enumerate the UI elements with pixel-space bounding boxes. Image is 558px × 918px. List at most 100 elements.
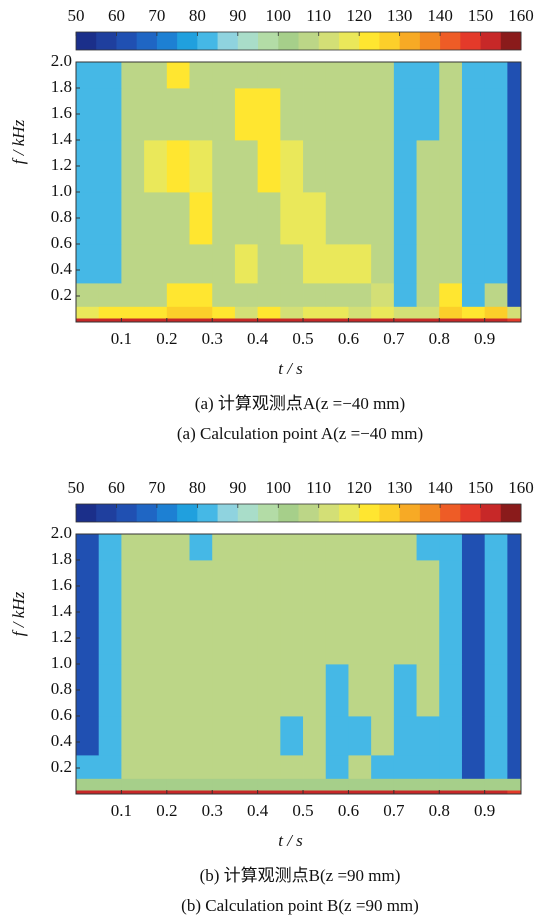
heatmap-cell [484, 244, 508, 284]
heatmap-cell [144, 778, 168, 791]
heatmap-cell [507, 755, 522, 779]
colorbar-segment [76, 504, 97, 522]
heatmap-cell [348, 560, 372, 613]
heatmap-cell [416, 534, 440, 561]
heatmap-cell [416, 306, 440, 319]
heatmap-cell [439, 755, 463, 779]
colorbar-segment [440, 32, 461, 50]
y-tick-label: 1.6 [51, 103, 72, 122]
heatmap-cell [121, 790, 145, 795]
heatmap-cell [234, 192, 259, 245]
heatmap-cell [393, 664, 417, 717]
x-tick-label: 0.1 [111, 329, 132, 348]
heatmap-cell [416, 790, 440, 795]
x-tick-label: 0.7 [383, 801, 405, 820]
heatmap-cell [121, 283, 145, 307]
colorbar-tick-label: 60 [108, 478, 125, 497]
heatmap-cell [303, 664, 327, 717]
heatmap-cell [348, 534, 372, 561]
heatmap-cell [461, 306, 486, 319]
caption: (b) 计算观测点B(z =90 mm) [200, 866, 401, 885]
y-tick-label: 1.2 [51, 155, 72, 174]
heatmap-cell [280, 140, 304, 193]
heatmap-cell [212, 612, 236, 665]
heatmap-cell [416, 318, 440, 323]
heatmap-cell [371, 88, 395, 141]
heatmap-cell [234, 306, 259, 319]
colorbar-segment [480, 32, 502, 50]
heatmap-cell [234, 244, 259, 284]
heatmap-cell [393, 560, 417, 613]
heatmap-cell [212, 192, 236, 245]
heatmap-cell [212, 664, 236, 717]
heatmap-cell [98, 755, 122, 779]
heatmap-cell [98, 283, 122, 307]
colorbar-frame [75, 503, 522, 523]
heatmap-cell [325, 755, 349, 779]
heatmap-cell [416, 755, 440, 779]
colorbar-segment [278, 32, 299, 50]
heatmap-cell [212, 778, 236, 791]
heatmap-cell [325, 560, 349, 613]
heatmap-cell [212, 306, 236, 319]
colorbar-segment [419, 504, 441, 522]
heatmap-cell [76, 88, 100, 141]
colorbar-segment [318, 504, 340, 522]
heatmap-cell [98, 306, 122, 319]
heatmap-cell [507, 62, 522, 89]
heatmap-cell [166, 560, 190, 613]
heatmap-cell [98, 612, 122, 665]
y-tick-label: 2.0 [51, 523, 72, 542]
x-tick-label: 0.5 [292, 801, 313, 820]
colorbar-tick-label: 80 [189, 6, 206, 25]
heatmap-cell [257, 790, 281, 795]
x-tick-label: 0.3 [202, 801, 223, 820]
colorbar-segment [379, 504, 401, 522]
colorbar-segment [419, 32, 441, 50]
colorbar-segment [359, 32, 380, 50]
x-tick-label: 0.4 [247, 329, 269, 348]
heatmap-cell [121, 140, 145, 193]
heatmap-cell [166, 62, 190, 89]
heatmap-cell [234, 318, 259, 323]
heatmap-cell [76, 534, 100, 561]
heatmap-cell [461, 318, 486, 323]
heatmap-cell [439, 62, 463, 89]
heatmap-cell [484, 88, 508, 141]
heatmap-cell [348, 612, 372, 665]
colorbar-segment [278, 504, 299, 522]
heatmap-cell [121, 755, 145, 779]
y-tick-label: 1.4 [51, 129, 73, 148]
colorbar-tick-label: 160 [508, 478, 534, 497]
colorbar-segment [116, 504, 138, 522]
heatmap-cell [144, 283, 168, 307]
heatmap-cell [461, 755, 486, 779]
y-tick-label: 1.2 [51, 627, 72, 646]
heatmap-cell [348, 306, 372, 319]
heatmap-cell [416, 192, 440, 245]
heatmap-cell [166, 306, 190, 319]
heatmap-cell [303, 560, 327, 613]
colorbar-segment [379, 32, 401, 50]
heatmap-cell [507, 778, 522, 791]
heatmap-cell [439, 283, 463, 307]
colorbar-tick-label: 120 [346, 6, 372, 25]
heatmap-cell [461, 192, 486, 245]
heatmap-cell [461, 716, 486, 756]
heatmap-cell [461, 534, 486, 561]
colorbar-tick-label: 130 [387, 6, 413, 25]
heatmap-cell [280, 716, 304, 756]
heatmap-cell [98, 560, 122, 613]
heatmap-cell [76, 716, 100, 756]
heatmap-cell [121, 318, 145, 323]
heatmap-cell [461, 62, 486, 89]
heatmap-cell [144, 716, 168, 756]
heatmap-cell [507, 612, 522, 665]
colorbar-tick-label: 50 [68, 478, 85, 497]
heatmap-cell [257, 716, 281, 756]
y-tick-label: 1.8 [51, 77, 72, 96]
heatmap-cell [166, 664, 190, 717]
heatmap-cell [189, 318, 213, 323]
heatmap-cell [212, 790, 236, 795]
heatmap-cell [303, 318, 327, 323]
